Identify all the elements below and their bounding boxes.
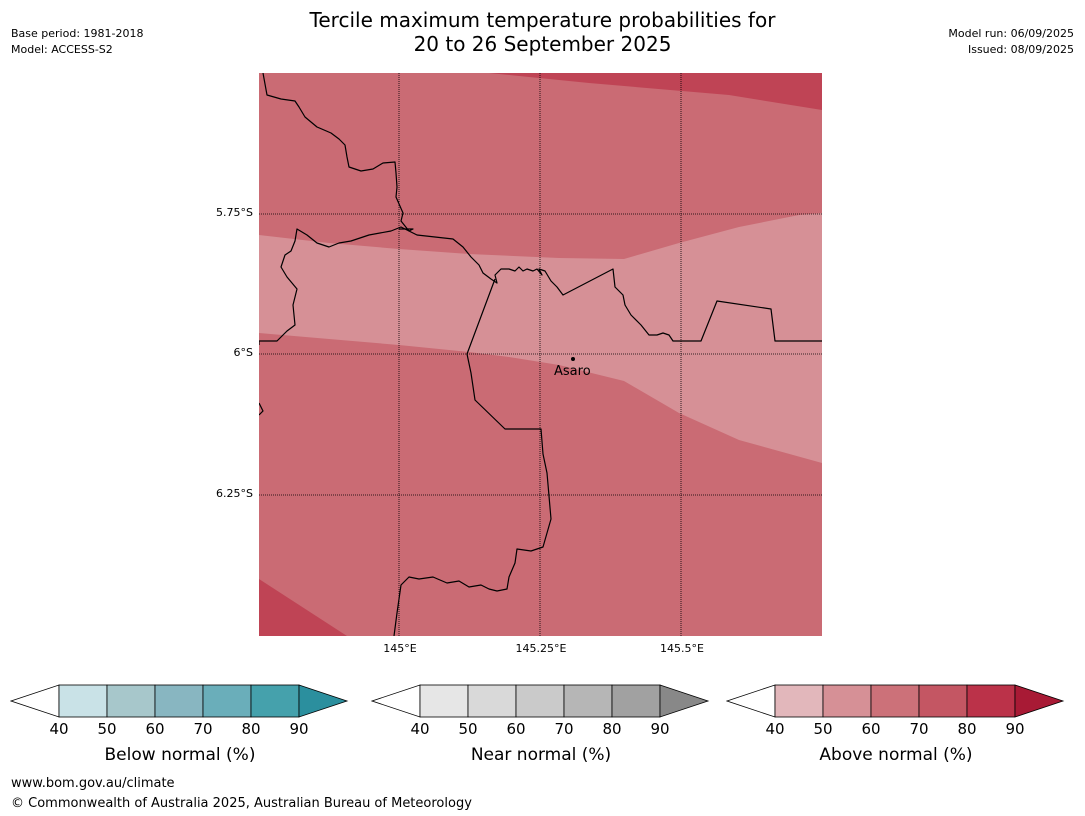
cb-near-tick-70: 70 <box>554 720 574 738</box>
cb-above-tick-70: 70 <box>909 720 929 738</box>
probability-map <box>259 73 822 636</box>
colorbar-segment-5 <box>250 684 300 718</box>
cb-below-tick-80: 80 <box>241 720 261 738</box>
latitude-label-2: 6°S <box>233 346 253 359</box>
colorbar-segment-1 <box>774 684 824 718</box>
colorbar-above-normal <box>726 684 1065 718</box>
colorbar-near-normal-ticks: 40 50 60 70 80 90 <box>371 720 711 738</box>
colorbar-left-extension <box>10 684 60 718</box>
border-south-main <box>393 278 552 636</box>
longitude-label-2: 145.25°E <box>515 642 567 655</box>
asaro-marker <box>571 357 575 361</box>
colorbar-right-extension <box>659 684 710 718</box>
admin-borders <box>259 73 822 636</box>
colorbar-segment-3 <box>154 684 204 718</box>
issued-text: Issued: 08/09/2025 <box>967 43 1074 56</box>
colorbar-segment-4 <box>563 684 613 718</box>
colorbar-segment-2 <box>467 684 517 718</box>
border-west-stub <box>259 402 264 416</box>
cb-above-tick-80: 80 <box>957 720 977 738</box>
meta-right: Model run: 06/09/2025 Issued: 08/09/2025 <box>948 26 1074 58</box>
colorbar-segment-4 <box>202 684 252 718</box>
meta-left: Base period: 1981-2018 Model: ACCESS-S2 <box>11 26 143 58</box>
cb-near-tick-40: 40 <box>410 720 430 738</box>
colorbar-above-normal-ticks: 40 50 60 70 80 90 <box>726 720 1066 738</box>
longitude-label-1: 145°E <box>383 642 417 655</box>
cb-near-tick-60: 60 <box>506 720 526 738</box>
colorbar-left-extension <box>371 684 421 718</box>
cb-near-tick-90: 90 <box>650 720 670 738</box>
map-title: Tercile maximum temperature probabilitie… <box>0 8 1085 56</box>
border-upper-middle <box>259 226 822 345</box>
latitude-label-3: 6.25°S <box>216 487 253 500</box>
footer-copyright: © Commonwealth of Australia 2025, Austra… <box>11 796 472 811</box>
title-line-1: Tercile maximum temperature probabilitie… <box>309 8 776 32</box>
colorbar-segment-4 <box>918 684 968 718</box>
latitude-label-1: 5.75°S <box>216 206 253 219</box>
colorbar-below-normal-ticks: 40 50 60 70 80 90 <box>10 720 350 738</box>
region-above-80-90-top <box>489 73 822 110</box>
colorbar-segment-5 <box>966 684 1016 718</box>
cb-above-tick-90: 90 <box>1005 720 1025 738</box>
colorbar-segment-3 <box>870 684 920 718</box>
colorbar-left-extension <box>726 684 776 718</box>
colorbar-segment-5 <box>611 684 661 718</box>
colorbar-segment-2 <box>106 684 156 718</box>
colorbar-segment-1 <box>419 684 469 718</box>
cb-above-tick-50: 50 <box>813 720 833 738</box>
colorbar-segment-3 <box>515 684 565 718</box>
border-north <box>262 73 414 232</box>
base-period-text: Base period: 1981-2018 <box>11 27 144 40</box>
colorbar-segment-1 <box>58 684 108 718</box>
cb-near-tick-80: 80 <box>602 720 622 738</box>
cb-below-tick-70: 70 <box>193 720 213 738</box>
title-line-2: 20 to 26 September 2025 <box>413 32 672 56</box>
colorbar-below-normal-label: Below normal (%) <box>104 745 256 765</box>
colorbar-right-extension <box>298 684 349 718</box>
cb-near-tick-50: 50 <box>458 720 478 738</box>
colorbar-right-extension <box>1014 684 1065 718</box>
colorbar-below-normal <box>10 684 349 718</box>
model-text: Model: ACCESS-S2 <box>11 43 113 56</box>
colorbar-above-normal-label: Above normal (%) <box>819 745 973 765</box>
region-above-80-90-bottom <box>259 579 347 636</box>
cb-below-tick-40: 40 <box>49 720 69 738</box>
colorbar-near-normal-label: Near normal (%) <box>470 745 612 765</box>
cb-below-tick-50: 50 <box>97 720 117 738</box>
footer-url[interactable]: www.bom.gov.au/climate <box>11 776 175 791</box>
colorbar-near-normal <box>371 684 710 718</box>
cb-below-tick-60: 60 <box>145 720 165 738</box>
cb-below-tick-90: 90 <box>289 720 309 738</box>
longitude-label-3: 145.5°E <box>660 642 704 655</box>
colorbar-segment-2 <box>822 684 872 718</box>
place-label-asaro: Asaro <box>554 364 591 379</box>
cb-above-tick-40: 40 <box>765 720 785 738</box>
cb-above-tick-60: 60 <box>861 720 881 738</box>
model-run-text: Model run: 06/09/2025 <box>948 27 1074 40</box>
